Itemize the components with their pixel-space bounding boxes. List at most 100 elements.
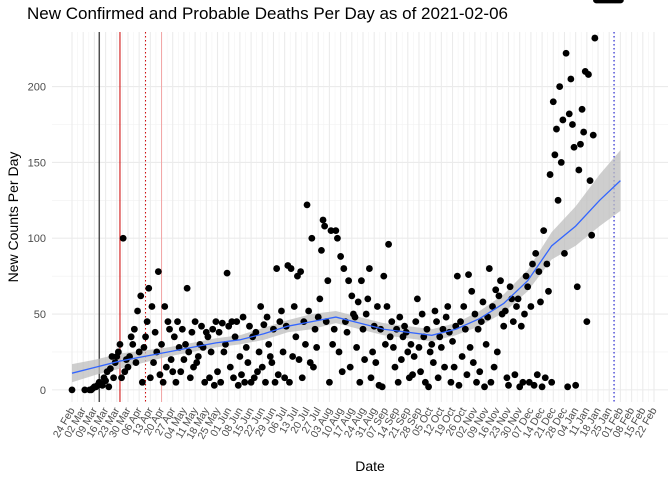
data-point xyxy=(166,325,173,333)
data-point xyxy=(305,307,313,315)
data-point xyxy=(557,159,565,166)
data-point xyxy=(583,318,591,326)
data-point xyxy=(617,0,624,4)
data-point xyxy=(549,98,557,106)
data-point xyxy=(369,348,376,356)
data-point xyxy=(522,272,530,280)
data-point xyxy=(308,234,316,242)
data-point xyxy=(164,318,172,326)
data-point xyxy=(551,151,559,159)
data-point xyxy=(418,310,426,318)
data-point xyxy=(159,378,167,386)
y-axis-title: New Counts Per Day xyxy=(5,152,21,283)
data-point xyxy=(191,318,199,326)
data-point xyxy=(489,303,496,310)
data-point xyxy=(554,196,562,204)
data-point xyxy=(380,272,388,280)
data-point xyxy=(150,359,157,366)
data-point xyxy=(217,378,225,386)
data-point xyxy=(383,303,391,310)
data-point xyxy=(540,227,548,235)
data-point xyxy=(378,383,386,391)
data-point xyxy=(81,386,89,394)
data-point xyxy=(252,328,260,336)
data-point xyxy=(386,333,394,341)
data-point xyxy=(546,171,554,178)
data-point xyxy=(274,371,282,379)
data-point xyxy=(343,328,351,336)
data-point xyxy=(178,325,186,333)
data-point xyxy=(474,325,482,333)
data-point xyxy=(441,363,448,371)
data-point xyxy=(298,374,306,382)
data-point xyxy=(170,333,178,341)
data-point xyxy=(409,371,416,379)
data-point xyxy=(215,328,223,336)
data-point xyxy=(260,321,268,329)
data-point xyxy=(453,272,461,280)
data-point xyxy=(543,260,551,268)
data-point xyxy=(562,49,570,57)
data-point xyxy=(174,318,181,326)
data-point xyxy=(257,303,265,310)
data-point xyxy=(460,303,468,310)
data-point xyxy=(365,265,373,272)
data-point xyxy=(436,333,444,341)
data-point xyxy=(580,128,588,136)
data-point xyxy=(413,295,421,303)
data-point xyxy=(353,344,361,351)
data-point xyxy=(142,333,149,341)
data-point xyxy=(318,246,325,254)
data-point xyxy=(410,353,418,360)
data-point xyxy=(140,344,148,351)
data-point xyxy=(218,319,226,327)
data-point xyxy=(143,318,151,326)
data-point xyxy=(239,313,247,321)
data-point xyxy=(290,303,298,310)
data-point xyxy=(295,356,303,363)
data-point xyxy=(530,381,538,389)
data-point xyxy=(183,284,191,292)
data-point xyxy=(223,269,231,277)
data-point xyxy=(265,340,273,348)
data-point xyxy=(517,322,525,330)
data-point xyxy=(292,333,300,341)
data-point xyxy=(585,71,592,78)
data-point xyxy=(110,374,117,382)
data-point xyxy=(346,363,354,371)
data-point xyxy=(351,313,359,321)
data-point xyxy=(561,249,568,257)
data-point xyxy=(118,374,125,382)
data-point xyxy=(334,234,341,242)
data-point xyxy=(381,340,389,348)
data-point xyxy=(116,340,124,348)
data-point xyxy=(444,303,452,310)
data-point xyxy=(287,265,295,272)
data-point xyxy=(545,287,552,295)
data-point xyxy=(102,377,109,385)
data-point xyxy=(572,381,580,389)
data-point xyxy=(533,371,541,379)
data-point xyxy=(492,286,500,294)
data-point xyxy=(161,303,169,310)
data-point xyxy=(129,340,137,348)
data-point xyxy=(348,292,356,300)
data-point xyxy=(575,166,583,174)
data-point xyxy=(329,340,337,348)
data-point xyxy=(130,325,138,333)
data-point xyxy=(254,368,261,376)
data-point xyxy=(509,318,517,326)
data-point xyxy=(559,116,567,124)
data-point xyxy=(495,292,503,300)
data-point xyxy=(311,325,319,333)
data-point xyxy=(108,353,116,360)
data-point xyxy=(231,333,239,341)
data-point xyxy=(324,277,332,285)
data-point xyxy=(569,121,576,128)
data-point xyxy=(182,340,189,348)
data-point xyxy=(241,378,249,386)
data-point xyxy=(514,295,522,303)
data-point xyxy=(567,75,575,83)
data-point xyxy=(577,140,584,148)
data-point xyxy=(397,356,405,363)
